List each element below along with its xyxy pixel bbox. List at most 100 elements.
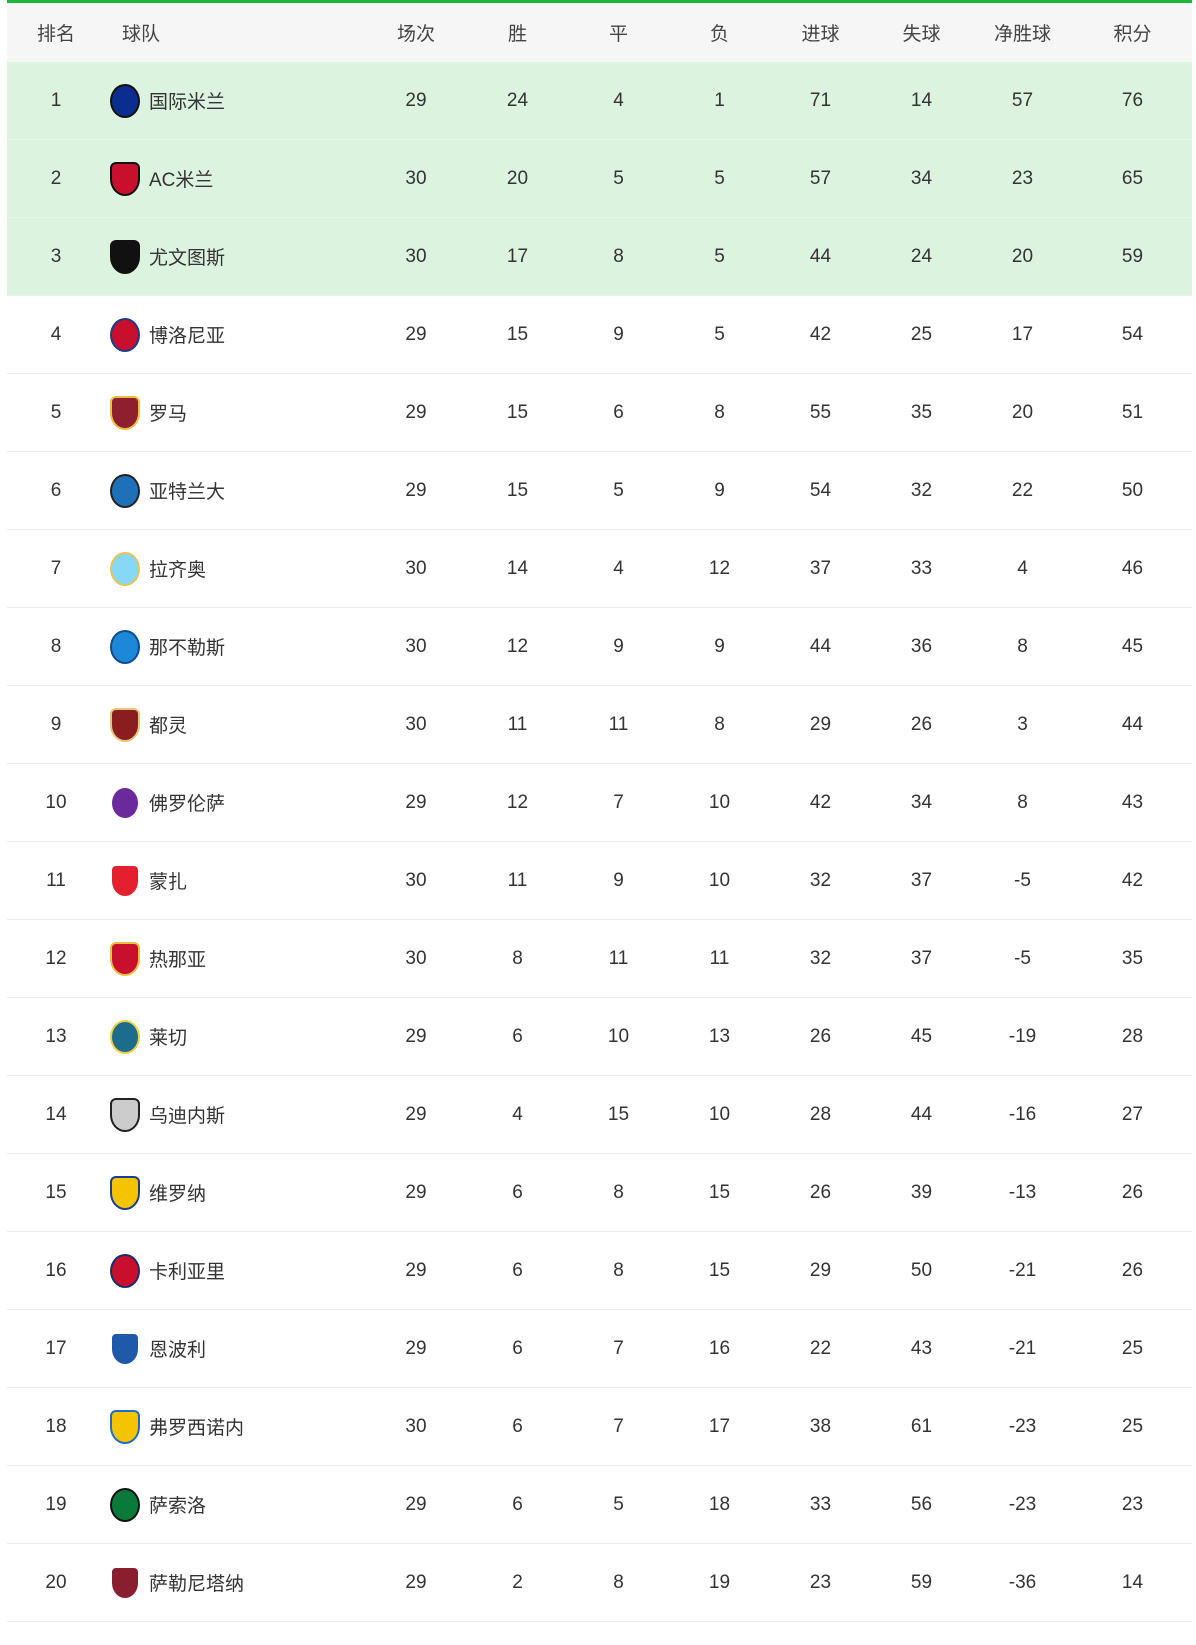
goals-against: 43 (871, 1309, 972, 1388)
wins: 12 (467, 607, 568, 686)
table-row[interactable]: 20 萨勒尼塔纳 29 2 8 19 23 59 -36 14 (7, 1543, 1192, 1622)
team-name[interactable]: 那不勒斯 (149, 638, 226, 659)
team-name[interactable]: 国际米兰 (149, 92, 226, 113)
points: 76 (1073, 62, 1192, 140)
team-name[interactable]: 恩波利 (149, 1340, 207, 1361)
table-row[interactable]: 7 拉齐奥 30 14 4 12 37 33 4 46 (7, 529, 1192, 608)
table-row[interactable]: 14 乌迪内斯 29 4 15 10 28 44 -16 27 (7, 1075, 1192, 1154)
goals-for: 26 (770, 997, 871, 1076)
table-row[interactable]: 12 热那亚 30 8 11 11 32 37 -5 35 (7, 919, 1192, 998)
cagliari-logo (106, 1252, 144, 1290)
table-row[interactable]: 10 佛罗伦萨 29 12 7 10 42 34 8 43 (7, 763, 1192, 842)
team-name[interactable]: 乌迪内斯 (149, 1106, 226, 1127)
goals-against: 37 (871, 919, 972, 998)
rank: 11 (7, 841, 105, 920)
team-name[interactable]: 博洛尼亚 (149, 326, 226, 347)
rank: 6 (7, 451, 105, 530)
goals-against: 59 (871, 1543, 972, 1622)
team-name[interactable]: 卡利亚里 (149, 1262, 226, 1283)
rank: 5 (7, 373, 105, 452)
header-played[interactable]: 场次 (365, 3, 467, 62)
team-name[interactable]: 萨索洛 (149, 1496, 207, 1517)
team-cell[interactable]: 萨勒尼塔纳 (105, 1543, 365, 1622)
table-row[interactable]: 13 莱切 29 6 10 13 26 45 -19 28 (7, 997, 1192, 1076)
header-rank[interactable]: 排名 (7, 3, 105, 62)
team-name[interactable]: 罗马 (149, 404, 188, 425)
team-cell[interactable]: 莱切 (105, 997, 365, 1076)
team-cell[interactable]: 国际米兰 (105, 62, 365, 140)
team-cell[interactable]: 弗罗西诺内 (105, 1387, 365, 1466)
table-row[interactable]: 4 博洛尼亚 29 15 9 5 42 25 17 54 (7, 295, 1192, 374)
played: 30 (365, 685, 467, 764)
team-cell[interactable]: 卡利亚里 (105, 1231, 365, 1310)
table-row[interactable]: 2 AC米兰 30 20 5 5 57 34 23 65 (7, 139, 1192, 218)
team-cell[interactable]: 尤文图斯 (105, 217, 365, 296)
header-losses[interactable]: 负 (669, 3, 770, 62)
goals-for: 54 (770, 451, 871, 530)
wins: 4 (467, 1075, 568, 1154)
losses: 16 (669, 1309, 770, 1388)
team-name[interactable]: 热那亚 (149, 950, 207, 971)
team-name[interactable]: 都灵 (149, 716, 188, 737)
header-points[interactable]: 积分 (1073, 3, 1192, 62)
team-name[interactable]: AC米兰 (149, 170, 214, 191)
header-goals-for[interactable]: 进球 (770, 3, 871, 62)
table-row[interactable]: 5 罗马 29 15 6 8 55 35 20 51 (7, 373, 1192, 452)
table-row[interactable]: 8 那不勒斯 30 12 9 9 44 36 8 45 (7, 607, 1192, 686)
team-cell[interactable]: 那不勒斯 (105, 607, 365, 686)
team-cell[interactable]: 热那亚 (105, 919, 365, 998)
played: 30 (365, 919, 467, 998)
table-row[interactable]: 6 亚特兰大 29 15 5 9 54 32 22 50 (7, 451, 1192, 530)
header-goals-against[interactable]: 失球 (871, 3, 972, 62)
team-cell[interactable]: 佛罗伦萨 (105, 763, 365, 842)
rank: 13 (7, 997, 105, 1076)
team-cell[interactable]: 萨索洛 (105, 1465, 365, 1544)
team-cell[interactable]: AC米兰 (105, 139, 365, 218)
team-cell[interactable]: 拉齐奥 (105, 529, 365, 608)
lecce-logo (106, 1018, 144, 1056)
team-cell[interactable]: 乌迪内斯 (105, 1075, 365, 1154)
wins: 11 (467, 685, 568, 764)
goals-for: 29 (770, 1231, 871, 1310)
team-name[interactable]: 萨勒尼塔纳 (149, 1574, 245, 1595)
genoa-logo (106, 940, 144, 978)
team-name[interactable]: 维罗纳 (149, 1184, 207, 1205)
team-cell[interactable]: 恩波利 (105, 1309, 365, 1388)
team-cell[interactable]: 亚特兰大 (105, 451, 365, 530)
table-row[interactable]: 3 尤文图斯 30 17 8 5 44 24 20 59 (7, 217, 1192, 296)
table-row[interactable]: 17 恩波利 29 6 7 16 22 43 -21 25 (7, 1309, 1192, 1388)
team-cell[interactable]: 博洛尼亚 (105, 295, 365, 374)
table-row[interactable]: 9 都灵 30 11 11 8 29 26 3 44 (7, 685, 1192, 764)
rank: 16 (7, 1231, 105, 1310)
team-cell[interactable]: 都灵 (105, 685, 365, 764)
team-name[interactable]: 弗罗西诺内 (149, 1418, 245, 1439)
table-row[interactable]: 18 弗罗西诺内 30 6 7 17 38 61 -23 25 (7, 1387, 1192, 1466)
team-cell[interactable]: 蒙扎 (105, 841, 365, 920)
team-name[interactable]: 拉齐奥 (149, 560, 207, 581)
table-row[interactable]: 1 国际米兰 29 24 4 1 71 14 57 76 (7, 62, 1192, 140)
team-cell[interactable]: 罗马 (105, 373, 365, 452)
goals-against: 56 (871, 1465, 972, 1544)
table-row[interactable]: 16 卡利亚里 29 6 8 15 29 50 -21 26 (7, 1231, 1192, 1310)
table-row[interactable]: 11 蒙扎 30 11 9 10 32 37 -5 42 (7, 841, 1192, 920)
team-name[interactable]: 尤文图斯 (149, 248, 226, 269)
team-name[interactable]: 莱切 (149, 1028, 188, 1049)
header-team[interactable]: 球队 (105, 3, 365, 62)
losses: 10 (669, 841, 770, 920)
team-name[interactable]: 亚特兰大 (149, 482, 226, 503)
goals-against: 61 (871, 1387, 972, 1466)
draws: 4 (568, 62, 669, 140)
header-draws[interactable]: 平 (568, 3, 669, 62)
rank: 2 (7, 139, 105, 218)
team-name[interactable]: 佛罗伦萨 (149, 794, 226, 815)
table-row[interactable]: 15 维罗纳 29 6 8 15 26 39 -13 26 (7, 1153, 1192, 1232)
header-goal-diff[interactable]: 净胜球 (972, 3, 1073, 62)
team-cell[interactable]: 维罗纳 (105, 1153, 365, 1232)
wins: 6 (467, 1387, 568, 1466)
losses: 5 (669, 295, 770, 374)
header-wins[interactable]: 胜 (467, 3, 568, 62)
table-row[interactable]: 19 萨索洛 29 6 5 18 33 56 -23 23 (7, 1465, 1192, 1544)
goals-for: 42 (770, 295, 871, 374)
goals-for: 28 (770, 1075, 871, 1154)
team-name[interactable]: 蒙扎 (149, 872, 188, 893)
